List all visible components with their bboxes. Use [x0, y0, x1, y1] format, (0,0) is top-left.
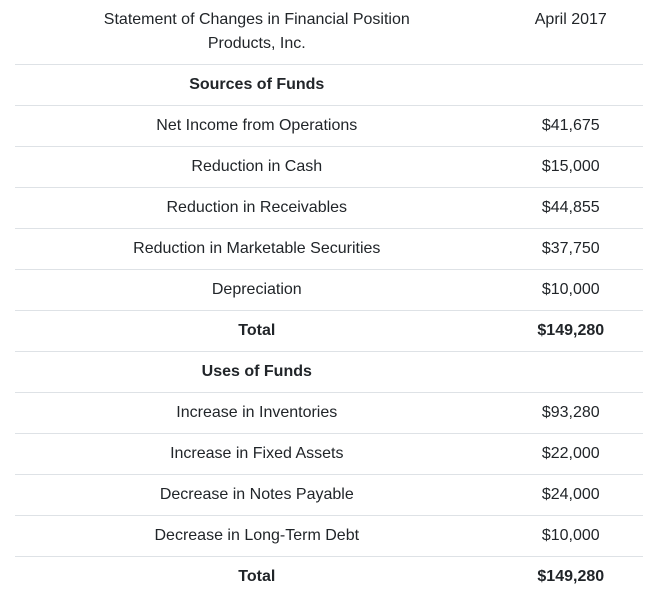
total-amount: $149,280 [498, 310, 643, 352]
section-label: Sources of Funds [15, 64, 499, 106]
statement-title-line2: Products, Inc. [207, 35, 306, 52]
row-label: Net Income from Operations [15, 105, 499, 147]
row-label: Reduction in Cash [15, 146, 499, 188]
row-amount: $93,280 [498, 392, 643, 434]
row-amount: $41,675 [498, 105, 643, 147]
section-header-row: Uses of Funds [15, 351, 643, 393]
total-row: Total $149,280 [15, 310, 643, 352]
row-label: Increase in Inventories [15, 392, 499, 434]
statement-table: Statement of Changes in Financial Positi… [15, 0, 643, 596]
row-label: Decrease in Notes Payable [15, 474, 499, 516]
row-label: Increase in Fixed Assets [15, 433, 499, 475]
statement-header-row: Statement of Changes in Financial Positi… [15, 0, 643, 65]
section-label: Uses of Funds [15, 351, 499, 393]
total-row: Total $149,280 [15, 556, 643, 596]
table-row: Depreciation $10,000 [15, 269, 643, 311]
table-row: Net Income from Operations $41,675 [15, 105, 643, 147]
section-header-row: Sources of Funds [15, 64, 643, 106]
row-amount: $24,000 [498, 474, 643, 516]
section-amount [498, 351, 643, 393]
table-row: Reduction in Marketable Securities $37,7… [15, 228, 643, 270]
row-amount: $37,750 [498, 228, 643, 270]
section-amount [498, 64, 643, 106]
row-amount: $10,000 [498, 515, 643, 557]
row-amount: $22,000 [498, 433, 643, 475]
row-amount: $15,000 [498, 146, 643, 188]
row-label: Reduction in Marketable Securities [15, 228, 499, 270]
row-amount: $10,000 [498, 269, 643, 311]
table-row: Decrease in Long-Term Debt $10,000 [15, 515, 643, 557]
table-row: Decrease in Notes Payable $24,000 [15, 474, 643, 516]
total-label: Total [15, 556, 499, 596]
statement-title-line1: Statement of Changes in Financial Positi… [103, 11, 410, 28]
statement-title-cell: Statement of Changes in Financial Positi… [15, 0, 499, 65]
statement-period-cell: April 2017 [498, 0, 643, 65]
row-amount: $44,855 [498, 187, 643, 229]
total-amount: $149,280 [498, 556, 643, 596]
table-row: Reduction in Receivables $44,855 [15, 187, 643, 229]
row-label: Depreciation [15, 269, 499, 311]
table-row: Increase in Inventories $93,280 [15, 392, 643, 434]
row-label: Decrease in Long-Term Debt [15, 515, 499, 557]
table-row: Reduction in Cash $15,000 [15, 146, 643, 188]
row-label: Reduction in Receivables [15, 187, 499, 229]
total-label: Total [15, 310, 499, 352]
table-row: Increase in Fixed Assets $22,000 [15, 433, 643, 475]
